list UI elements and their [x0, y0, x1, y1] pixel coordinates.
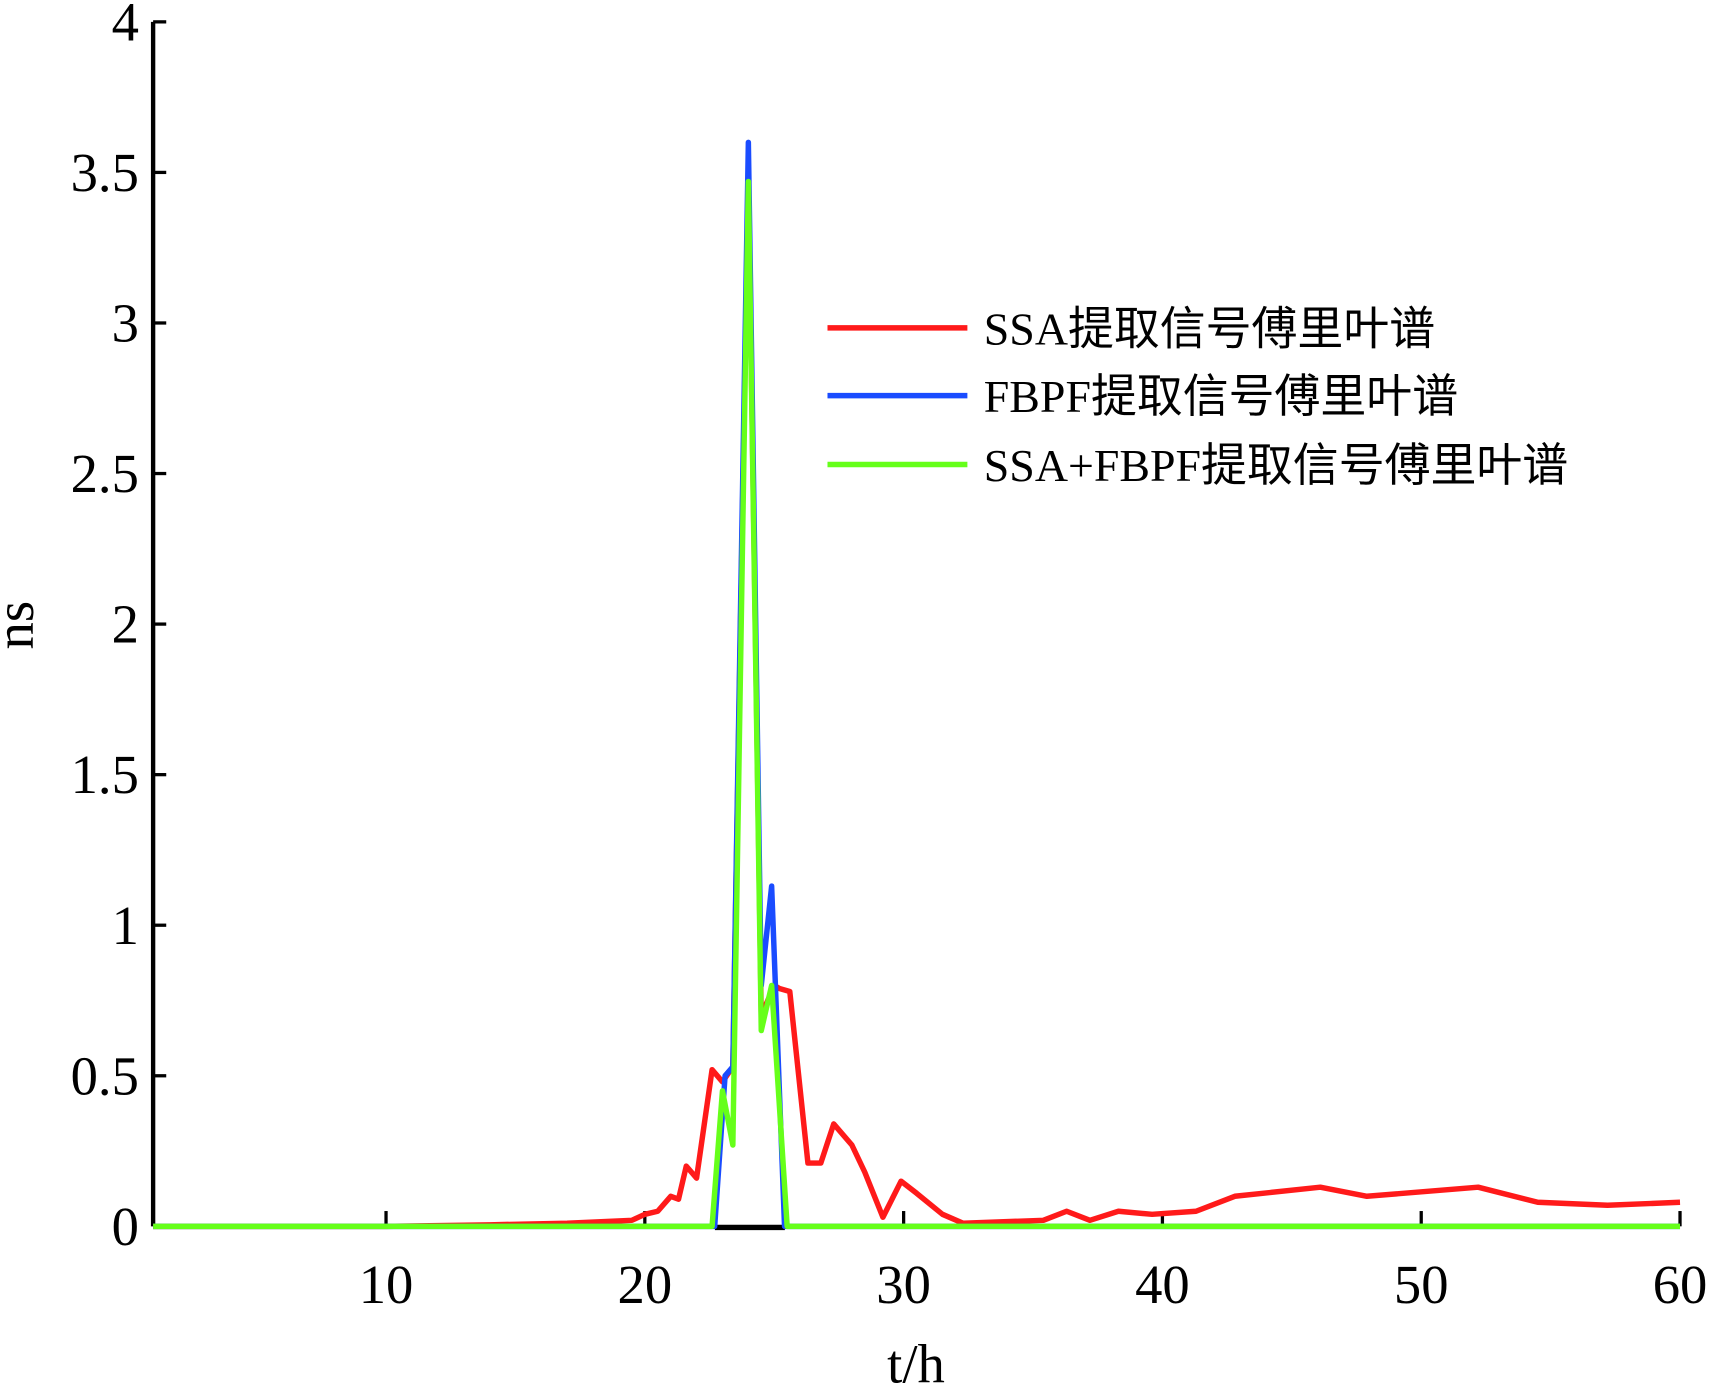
y-tick-label: 3.5: [71, 142, 139, 203]
x-tick-label: 20: [618, 1254, 673, 1315]
legend-label-ssa-fbpf: SSA+FBPF提取信号傅里叶谱: [984, 440, 1568, 491]
series-fbpf-line: [153, 139, 1681, 1230]
series-ssa-line: [153, 169, 1681, 1230]
y-tick-label: 0.5: [71, 1045, 139, 1106]
x-tick-label: 40: [1135, 1254, 1190, 1315]
legend: SSA提取信号傅里叶谱 FBPF提取信号傅里叶谱 SSA+FBPF提取信号傅里叶…: [827, 303, 1568, 491]
x-tick-label: 10: [359, 1254, 414, 1315]
y-tick-label: 2.5: [71, 443, 139, 504]
y-tick-label: 1: [112, 895, 139, 956]
lines-layer: [153, 139, 1681, 1230]
legend-label-ssa: SSA提取信号傅里叶谱: [984, 303, 1435, 354]
series-ssa-fbpf-line: [153, 178, 1681, 1230]
x-tick-label: 30: [876, 1254, 931, 1315]
legend-label-fbpf: FBPF提取信号傅里叶谱: [984, 371, 1458, 422]
y-tick-label: 2: [112, 594, 139, 655]
x-tick-label: 60: [1653, 1254, 1708, 1315]
y-tick-label: 3: [112, 293, 139, 354]
x-axis-label: t/h: [887, 1334, 945, 1387]
y-tick-label: 1.5: [71, 744, 139, 805]
y-axis-label: ns: [0, 601, 45, 650]
x-tick-label: 50: [1394, 1254, 1449, 1315]
y-tick-label: 4: [112, 0, 139, 52]
y-tick-label: 0: [112, 1196, 139, 1257]
ticks-layer: 10 20 30 40 50 60 0 0.5 1 1.5 2 2.5 3 3.5 4: [71, 0, 1708, 1315]
